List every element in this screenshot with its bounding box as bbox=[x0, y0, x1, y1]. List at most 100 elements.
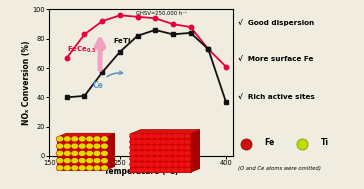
Circle shape bbox=[149, 168, 154, 172]
Circle shape bbox=[79, 151, 86, 156]
Circle shape bbox=[72, 137, 78, 141]
Circle shape bbox=[166, 168, 173, 172]
Circle shape bbox=[167, 168, 172, 172]
Circle shape bbox=[86, 158, 93, 163]
Circle shape bbox=[179, 157, 184, 160]
Circle shape bbox=[71, 136, 78, 141]
Circle shape bbox=[185, 134, 191, 138]
Circle shape bbox=[148, 140, 154, 144]
Circle shape bbox=[173, 163, 178, 166]
Circle shape bbox=[130, 151, 135, 155]
Circle shape bbox=[56, 158, 63, 163]
Circle shape bbox=[86, 166, 93, 170]
Circle shape bbox=[161, 157, 166, 160]
Circle shape bbox=[86, 136, 93, 141]
Circle shape bbox=[155, 151, 160, 155]
Circle shape bbox=[167, 146, 172, 149]
Circle shape bbox=[142, 162, 148, 167]
Circle shape bbox=[79, 158, 86, 163]
Circle shape bbox=[130, 168, 135, 172]
Circle shape bbox=[79, 136, 86, 141]
Circle shape bbox=[64, 151, 71, 156]
Circle shape bbox=[142, 140, 148, 144]
Circle shape bbox=[185, 157, 191, 161]
Circle shape bbox=[179, 163, 184, 166]
Circle shape bbox=[173, 151, 178, 155]
Circle shape bbox=[142, 134, 148, 138]
Circle shape bbox=[64, 144, 71, 149]
Circle shape bbox=[57, 144, 63, 148]
Circle shape bbox=[71, 166, 78, 170]
Circle shape bbox=[94, 137, 100, 141]
Circle shape bbox=[185, 162, 191, 167]
Circle shape bbox=[130, 157, 136, 161]
Circle shape bbox=[94, 151, 100, 155]
Circle shape bbox=[130, 157, 135, 160]
Circle shape bbox=[143, 146, 147, 149]
Circle shape bbox=[136, 168, 142, 172]
Circle shape bbox=[173, 134, 178, 138]
Text: Ti: Ti bbox=[320, 138, 328, 147]
Polygon shape bbox=[191, 130, 202, 172]
Circle shape bbox=[185, 146, 191, 149]
Circle shape bbox=[166, 162, 173, 167]
Circle shape bbox=[101, 144, 108, 149]
Circle shape bbox=[79, 144, 86, 149]
Circle shape bbox=[136, 134, 142, 138]
Circle shape bbox=[101, 151, 108, 156]
Circle shape bbox=[87, 151, 92, 155]
Circle shape bbox=[173, 135, 178, 138]
Circle shape bbox=[185, 151, 191, 155]
Circle shape bbox=[179, 146, 185, 149]
Text: √  More surface Fe: √ More surface Fe bbox=[238, 57, 314, 63]
Circle shape bbox=[142, 146, 148, 149]
Circle shape bbox=[185, 157, 190, 160]
Circle shape bbox=[102, 137, 107, 141]
Polygon shape bbox=[107, 133, 116, 170]
Circle shape bbox=[179, 162, 185, 167]
Circle shape bbox=[79, 166, 86, 170]
Circle shape bbox=[136, 157, 142, 160]
Circle shape bbox=[72, 144, 78, 148]
Circle shape bbox=[167, 135, 172, 138]
Circle shape bbox=[155, 168, 160, 172]
Circle shape bbox=[179, 134, 185, 138]
Circle shape bbox=[130, 162, 136, 167]
Circle shape bbox=[154, 157, 160, 161]
Circle shape bbox=[149, 135, 154, 138]
Circle shape bbox=[136, 146, 142, 149]
Polygon shape bbox=[130, 134, 191, 172]
Circle shape bbox=[173, 157, 178, 160]
Circle shape bbox=[101, 158, 108, 163]
Circle shape bbox=[94, 159, 100, 163]
Circle shape bbox=[72, 159, 78, 163]
Circle shape bbox=[136, 135, 142, 138]
Circle shape bbox=[79, 151, 85, 155]
Circle shape bbox=[161, 140, 166, 144]
Circle shape bbox=[185, 135, 190, 138]
Circle shape bbox=[185, 163, 190, 166]
Polygon shape bbox=[58, 137, 107, 170]
Circle shape bbox=[71, 144, 78, 149]
Circle shape bbox=[72, 166, 78, 170]
Circle shape bbox=[179, 140, 184, 144]
Circle shape bbox=[161, 168, 166, 172]
Circle shape bbox=[136, 163, 142, 166]
Circle shape bbox=[94, 166, 100, 170]
Circle shape bbox=[154, 151, 160, 155]
Circle shape bbox=[57, 137, 63, 141]
Circle shape bbox=[130, 134, 136, 138]
Circle shape bbox=[79, 137, 85, 141]
Circle shape bbox=[79, 144, 85, 148]
Circle shape bbox=[57, 159, 63, 163]
Circle shape bbox=[130, 146, 136, 149]
Circle shape bbox=[94, 144, 100, 149]
Circle shape bbox=[72, 151, 78, 155]
Circle shape bbox=[161, 162, 166, 167]
Circle shape bbox=[86, 151, 93, 156]
Circle shape bbox=[56, 136, 63, 141]
Circle shape bbox=[148, 157, 154, 161]
Circle shape bbox=[161, 135, 166, 138]
Text: $\mathbf{FeTi}$: $\mathbf{FeTi}$ bbox=[113, 36, 131, 45]
Circle shape bbox=[185, 168, 190, 172]
